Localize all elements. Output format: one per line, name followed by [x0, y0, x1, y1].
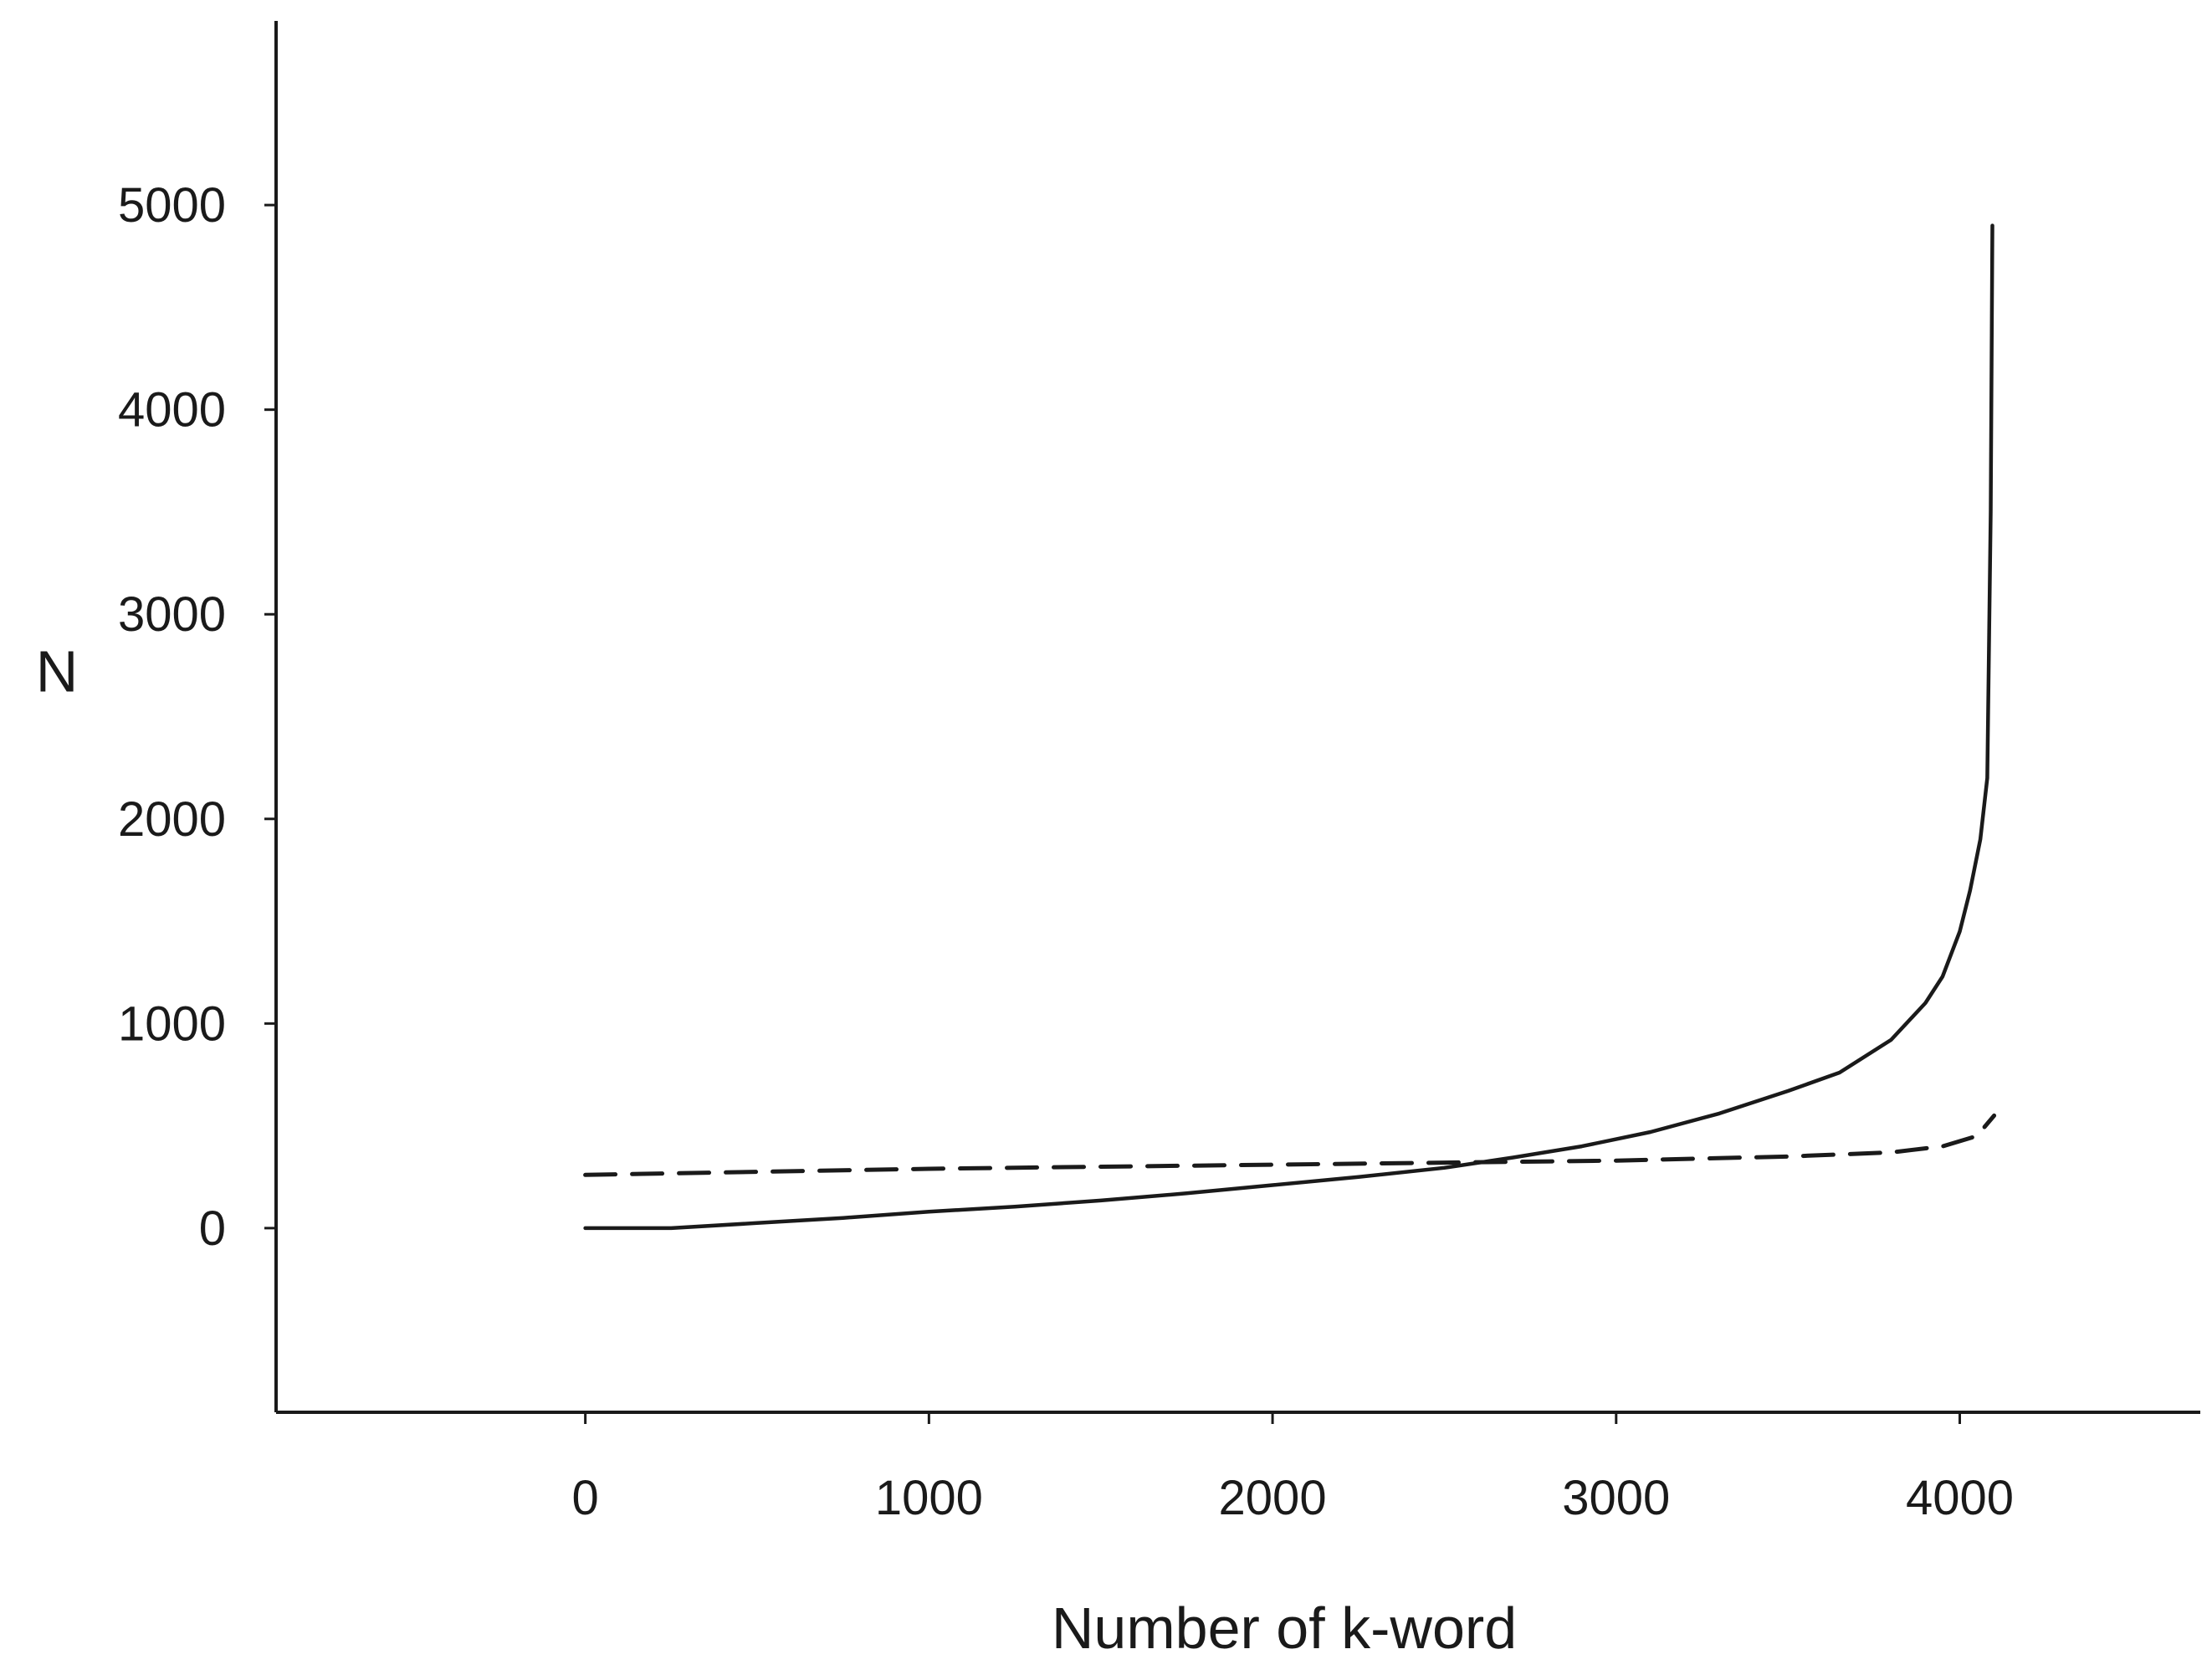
y-tick-label: 0 — [199, 1201, 226, 1256]
axes — [274, 21, 2200, 1414]
x-tick-label: 0 — [572, 1471, 599, 1525]
x-tick-label: 3000 — [1562, 1471, 1670, 1525]
x-tick-label: 1000 — [875, 1471, 983, 1525]
dashed-series-line — [583, 1113, 1997, 1177]
solid-series-line — [583, 223, 1994, 1231]
y-tick-label: 5000 — [118, 178, 226, 233]
x-axis-ticks: 0 1000 2000 3000 4000 — [572, 1412, 2014, 1525]
y-tick-label: 3000 — [118, 587, 226, 642]
y-axis-ticks: 0 1000 2000 3000 4000 5000 — [118, 178, 276, 1256]
x-tick-label: 2000 — [1219, 1471, 1327, 1525]
y-axis-title: N — [36, 639, 79, 704]
series-layer — [583, 223, 1997, 1231]
y-tick-label: 4000 — [118, 383, 226, 438]
y-tick-label: 1000 — [118, 996, 226, 1051]
y-tick-label: 2000 — [118, 792, 226, 847]
x-tick-label: 4000 — [1906, 1471, 2014, 1525]
x-axis-title: Number of k-word — [1052, 1595, 1517, 1661]
